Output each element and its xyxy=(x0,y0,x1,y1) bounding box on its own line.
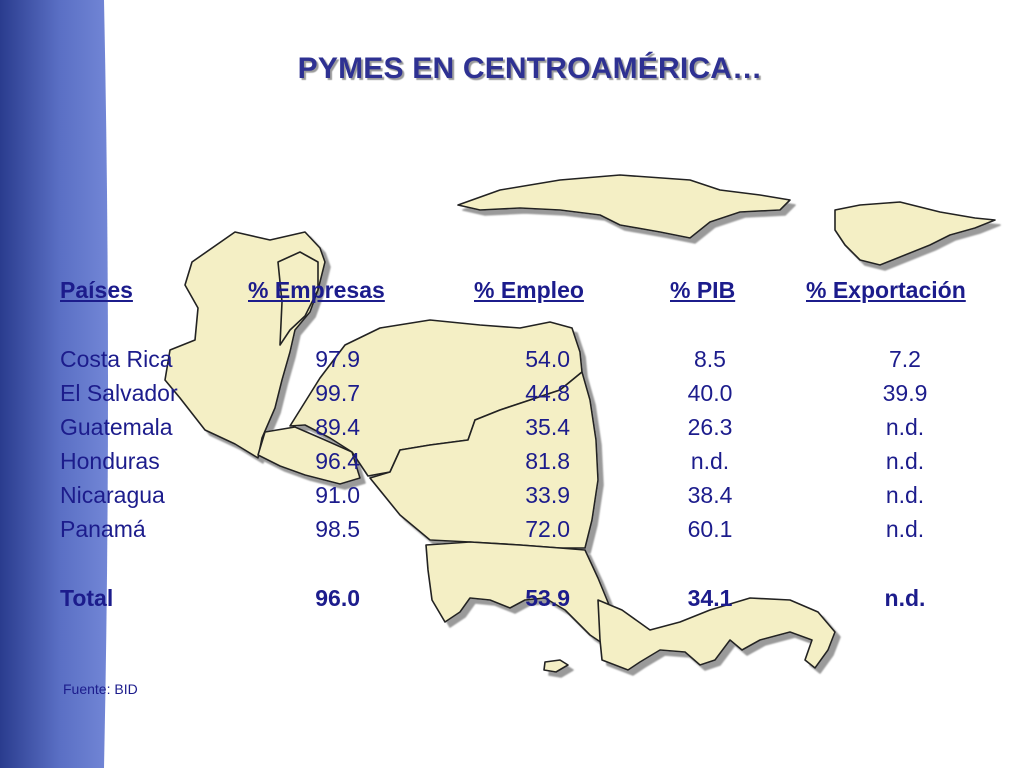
table-row-country: El Salvador xyxy=(60,380,178,406)
table-row-empresas: 99.7 xyxy=(315,380,360,406)
table-row-pib: 40.0 xyxy=(687,380,733,406)
side-decorative-band xyxy=(0,0,108,768)
total-empresas: 96.0 xyxy=(315,585,360,611)
header-exportacion: % Exportación xyxy=(806,277,966,303)
total-empleo: 53.9 xyxy=(525,585,570,611)
total-exportacion: n.d. xyxy=(884,585,926,611)
peninsula-tip-shape xyxy=(543,659,569,673)
header-empresas: % Empresas xyxy=(248,277,385,303)
hispaniola-shape xyxy=(834,201,996,266)
cuba-shape xyxy=(457,174,791,239)
table-row-country: Honduras xyxy=(60,448,160,474)
costa-rica-shape xyxy=(425,541,613,646)
table-row-empresas: 98.5 xyxy=(315,516,360,542)
belize-shape xyxy=(277,251,319,346)
table-row-pib: 26.3 xyxy=(687,414,733,440)
table-row-empresas: 91.0 xyxy=(315,482,360,508)
table-row-pib: n.d. xyxy=(690,448,730,474)
table-row-empleo: 81.8 xyxy=(525,448,570,474)
table-row-empresas: 97.9 xyxy=(315,346,360,372)
panama-shape xyxy=(597,597,836,671)
header-empleo: % Empleo xyxy=(474,277,584,303)
table-row-exportacion: n.d. xyxy=(885,516,925,542)
table-row-country: Panamá xyxy=(60,516,146,542)
table-row-exportacion: n.d. xyxy=(885,414,925,440)
table-row-exportacion: 7.2 xyxy=(889,346,921,372)
table-row-empleo: 35.4 xyxy=(525,414,570,440)
table-row-empresas: 96.4 xyxy=(315,448,360,474)
table-row-country: Costa Rica xyxy=(60,346,173,372)
table-row-pib: 8.5 xyxy=(694,346,726,372)
table-row-exportacion: n.d. xyxy=(885,448,925,474)
table-row-empresas: 89.4 xyxy=(315,414,360,440)
table-row-empleo: 33.9 xyxy=(525,482,570,508)
table-row-empleo: 44.8 xyxy=(525,380,570,406)
page-title: PYMES EN CENTROAMÉRICA… xyxy=(297,52,763,85)
total-pib: 34.1 xyxy=(687,585,733,611)
header-paises: Países xyxy=(60,277,133,303)
table-row-pib: 38.4 xyxy=(687,482,733,508)
source-note: Fuente: BID xyxy=(63,681,138,697)
table-row-empleo: 54.0 xyxy=(525,346,570,372)
table-row-empleo: 72.0 xyxy=(525,516,570,542)
el-salvador-shape xyxy=(257,426,361,485)
table-row-exportacion: n.d. xyxy=(885,482,925,508)
total-label: Total xyxy=(60,585,114,611)
table-row-exportacion: 39.9 xyxy=(882,380,928,406)
header-pib: % PIB xyxy=(670,277,736,303)
table-row-country: Nicaragua xyxy=(60,482,165,508)
table-row-country: Guatemala xyxy=(60,414,173,440)
table-row-pib: 60.1 xyxy=(687,516,733,542)
